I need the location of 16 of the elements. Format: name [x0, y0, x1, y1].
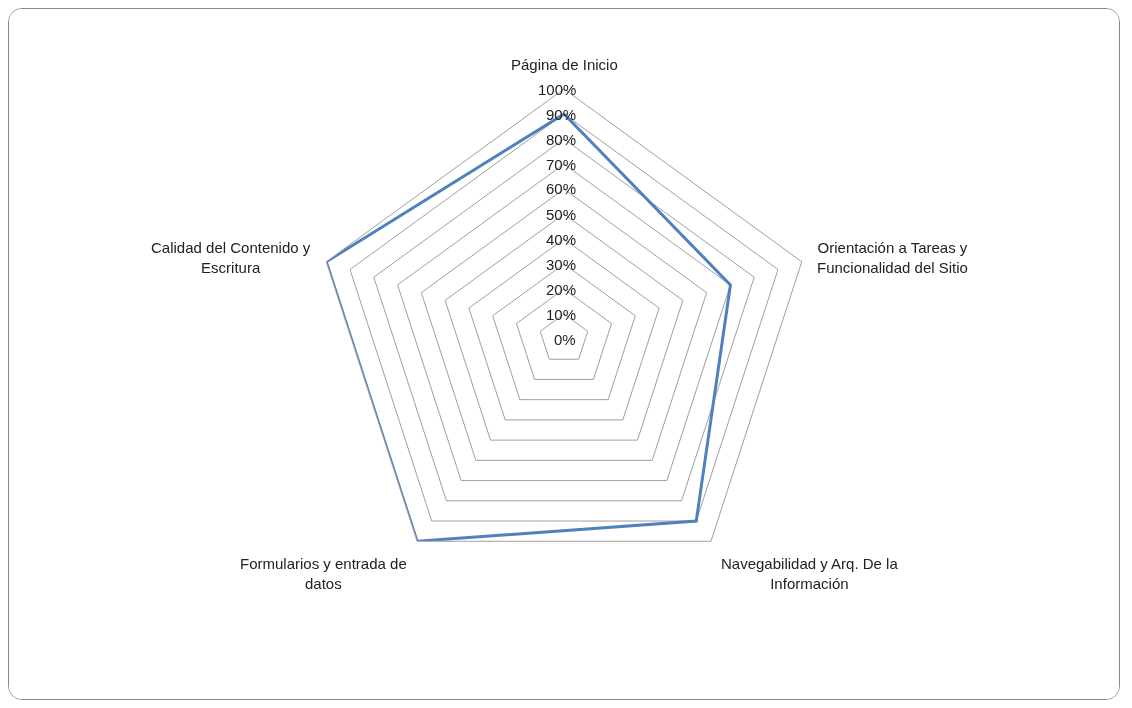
- y-tick-label: 100%: [538, 81, 577, 98]
- y-tick-label: 50%: [546, 206, 577, 223]
- y-tick-label: 30%: [546, 256, 577, 273]
- y-tick-label: 90%: [546, 106, 577, 123]
- y-tick-label: 0%: [554, 331, 576, 348]
- y-tick-label: 60%: [546, 180, 577, 197]
- y-tick-label: 40%: [546, 231, 577, 248]
- y-tick-label: 10%: [546, 306, 577, 323]
- y-tick-label: 80%: [546, 131, 577, 148]
- y-tick-label: 70%: [546, 156, 577, 173]
- spoke-label: Formularios y entrada de datos: [240, 555, 407, 592]
- spoke-label: Calidad del Contenido y Escritura: [151, 239, 311, 276]
- y-tick-label: 20%: [546, 281, 577, 298]
- spoke-label: Página de Inicio: [511, 56, 618, 73]
- spoke-label: Navegabilidad y Arq. De la Información: [721, 555, 899, 592]
- spoke-label: Orientación a Tareas y Funcionalidad del Sitio: [817, 239, 968, 276]
